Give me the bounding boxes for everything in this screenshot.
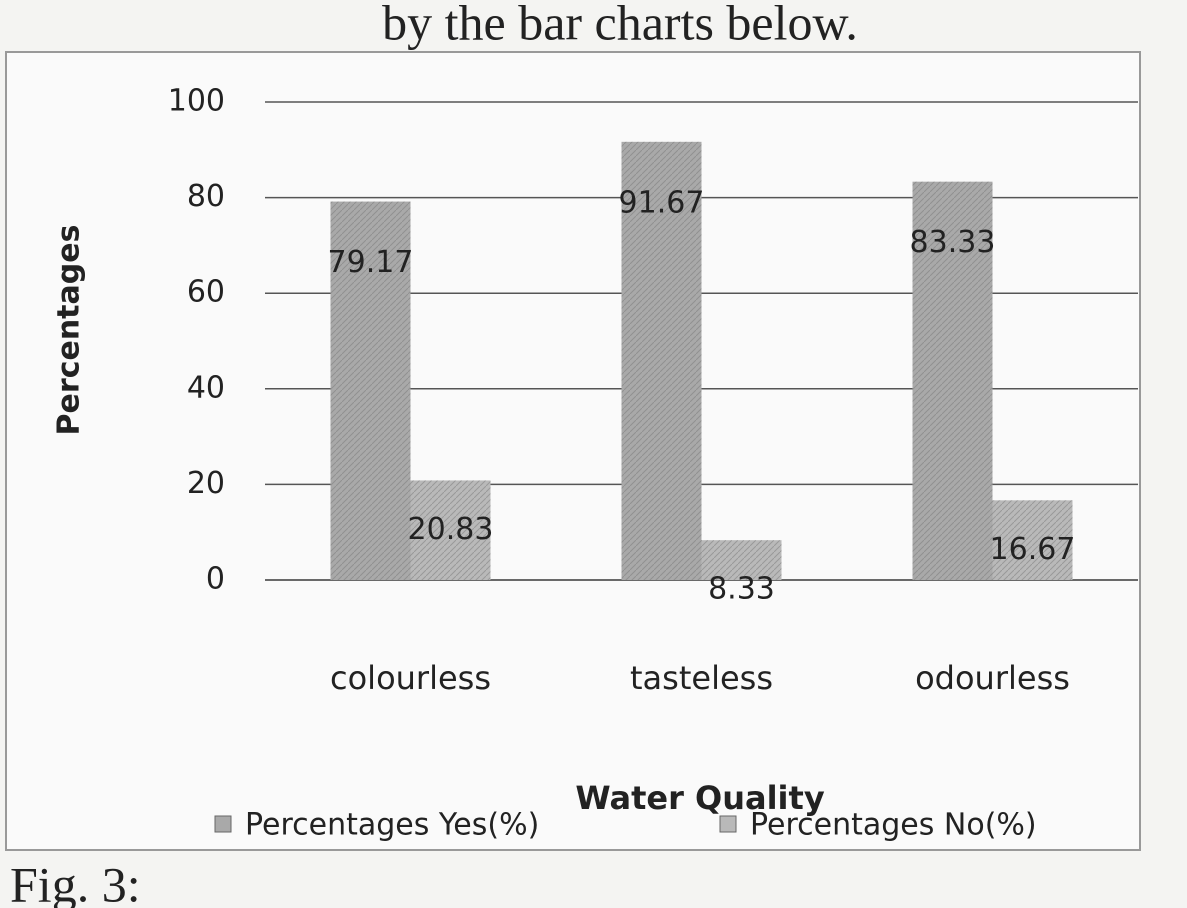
x-tick-label: tasteless: [630, 659, 773, 697]
bar-hatch: [992, 500, 1073, 580]
y-axis-title: Percentages: [52, 225, 87, 436]
data-label: 20.83: [408, 512, 494, 547]
bar-hatch: [410, 480, 491, 580]
y-tick-label: 100: [168, 84, 225, 119]
data-label: 91.67: [619, 185, 705, 220]
data-label: 83.33: [910, 225, 996, 260]
caption-above: by the bar charts below.: [382, 0, 858, 50]
data-label: 79.17: [328, 245, 414, 280]
bar-hatch: [701, 540, 782, 580]
legend-swatch: [214, 815, 232, 833]
y-tick-label: 40: [187, 370, 225, 405]
y-tick-label: 0: [206, 562, 225, 597]
legend-swatch: [719, 815, 737, 833]
legend-label: Percentages Yes(%): [245, 808, 539, 843]
y-tick-label: 60: [187, 275, 225, 310]
bar-hatch: [621, 141, 702, 581]
data-label: 8.33: [708, 572, 775, 607]
x-axis-title: Water Quality: [575, 779, 824, 817]
data-label: 16.67: [990, 532, 1076, 567]
y-tick-label: 20: [187, 466, 225, 501]
x-tick-label: odourless: [915, 659, 1070, 697]
y-tick-label: 80: [187, 179, 225, 214]
legend-label: Percentages No(%): [750, 808, 1037, 843]
bar-hatch: [330, 201, 411, 581]
x-tick-label: colourless: [330, 659, 491, 697]
bar-hatch: [912, 181, 993, 580]
caption-below: Fig. 3:: [10, 856, 141, 908]
